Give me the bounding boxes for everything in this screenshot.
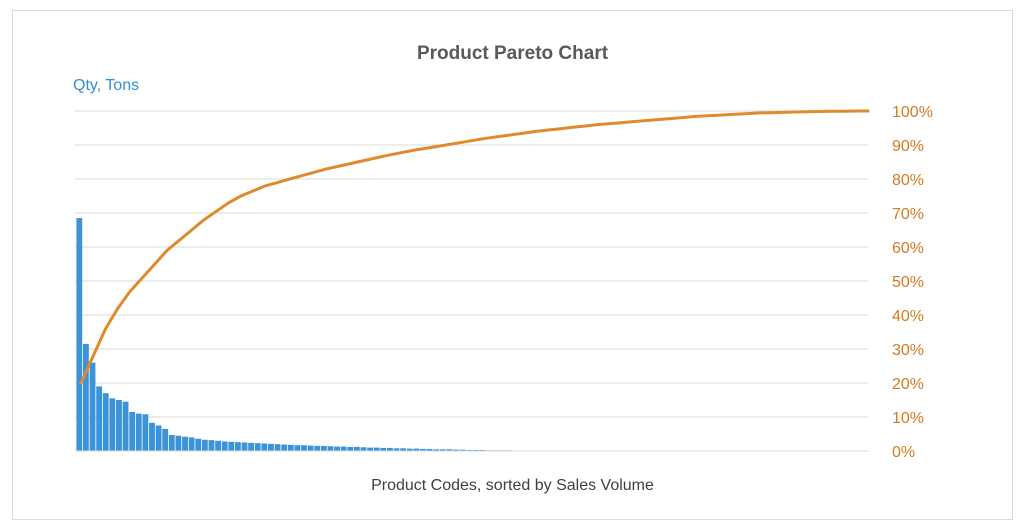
bar: [373, 447, 380, 451]
bar: [479, 449, 486, 451]
y-right-tick-label: 40%: [892, 308, 924, 325]
y-right-tick-label: 20%: [892, 376, 924, 393]
bar: [459, 449, 466, 451]
bar: [221, 441, 228, 451]
bar: [360, 447, 367, 451]
bar: [327, 446, 334, 451]
bar: [149, 422, 155, 451]
bar: [439, 449, 446, 451]
bar: [241, 442, 248, 451]
y-right-tick-label: 60%: [892, 240, 924, 257]
y-right-tick-label: 0%: [892, 444, 915, 461]
bar: [294, 445, 301, 451]
bar: [420, 448, 426, 451]
bar: [89, 362, 96, 451]
bar: [426, 448, 433, 451]
bar: [400, 448, 407, 451]
bar: [274, 444, 281, 451]
bar: [234, 442, 241, 451]
bar: [453, 449, 459, 451]
bar: [109, 398, 116, 451]
y-right-tick-label: 80%: [892, 172, 924, 189]
bar: [135, 413, 142, 451]
bar: [228, 441, 235, 451]
bar: [254, 443, 261, 451]
bar: [314, 445, 321, 451]
bar: [215, 440, 221, 451]
bar: [307, 445, 314, 451]
bar: [406, 448, 413, 451]
bar: [142, 414, 149, 451]
x-axis-label: Product Codes, sorted by Sales Volume: [371, 477, 654, 494]
y-right-tick-label: 10%: [892, 410, 924, 427]
bar: [129, 411, 136, 451]
bar: [188, 437, 195, 451]
chart-frame: Product Pareto Chart Qty, Tons Product C…: [12, 10, 1013, 520]
bar: [320, 445, 327, 451]
bar: [83, 343, 89, 451]
bar: [380, 447, 387, 451]
chart-title: Product Pareto Chart: [416, 43, 609, 64]
y-right-tick-label: 90%: [892, 138, 924, 155]
bar: [413, 448, 420, 451]
bar: [301, 445, 307, 451]
bar: [208, 440, 215, 451]
bar: [268, 443, 274, 451]
bar: [168, 435, 175, 451]
bar: [155, 425, 162, 451]
bar: [367, 447, 373, 451]
bar: [386, 447, 393, 451]
y-right-tick-label: 100%: [892, 104, 933, 121]
bar: [334, 446, 340, 451]
bar: [433, 449, 440, 451]
y-right-tick-label: 50%: [892, 274, 924, 291]
y-right-tick-label: 70%: [892, 206, 924, 223]
bar: [340, 446, 347, 451]
bar: [122, 401, 129, 451]
bar: [466, 449, 473, 451]
bar: [175, 435, 182, 451]
bar: [102, 393, 109, 451]
bar: [353, 446, 360, 451]
bar: [248, 442, 255, 451]
bar: [281, 444, 288, 451]
bar: [201, 439, 208, 451]
bar: [195, 438, 202, 451]
bar: [261, 443, 268, 451]
bar: [162, 428, 169, 451]
bar: [96, 386, 103, 451]
cumulative-line: [79, 109, 870, 385]
bar: [76, 218, 83, 451]
bar: [116, 400, 122, 451]
bar: [287, 444, 294, 451]
bar: [393, 448, 400, 451]
bar: [182, 436, 188, 451]
y-axis-label: Qty, Tons: [73, 77, 140, 94]
bar: [472, 449, 479, 451]
bar: [446, 449, 453, 451]
y-right-tick-label: 30%: [892, 342, 924, 359]
bar: [347, 446, 354, 451]
